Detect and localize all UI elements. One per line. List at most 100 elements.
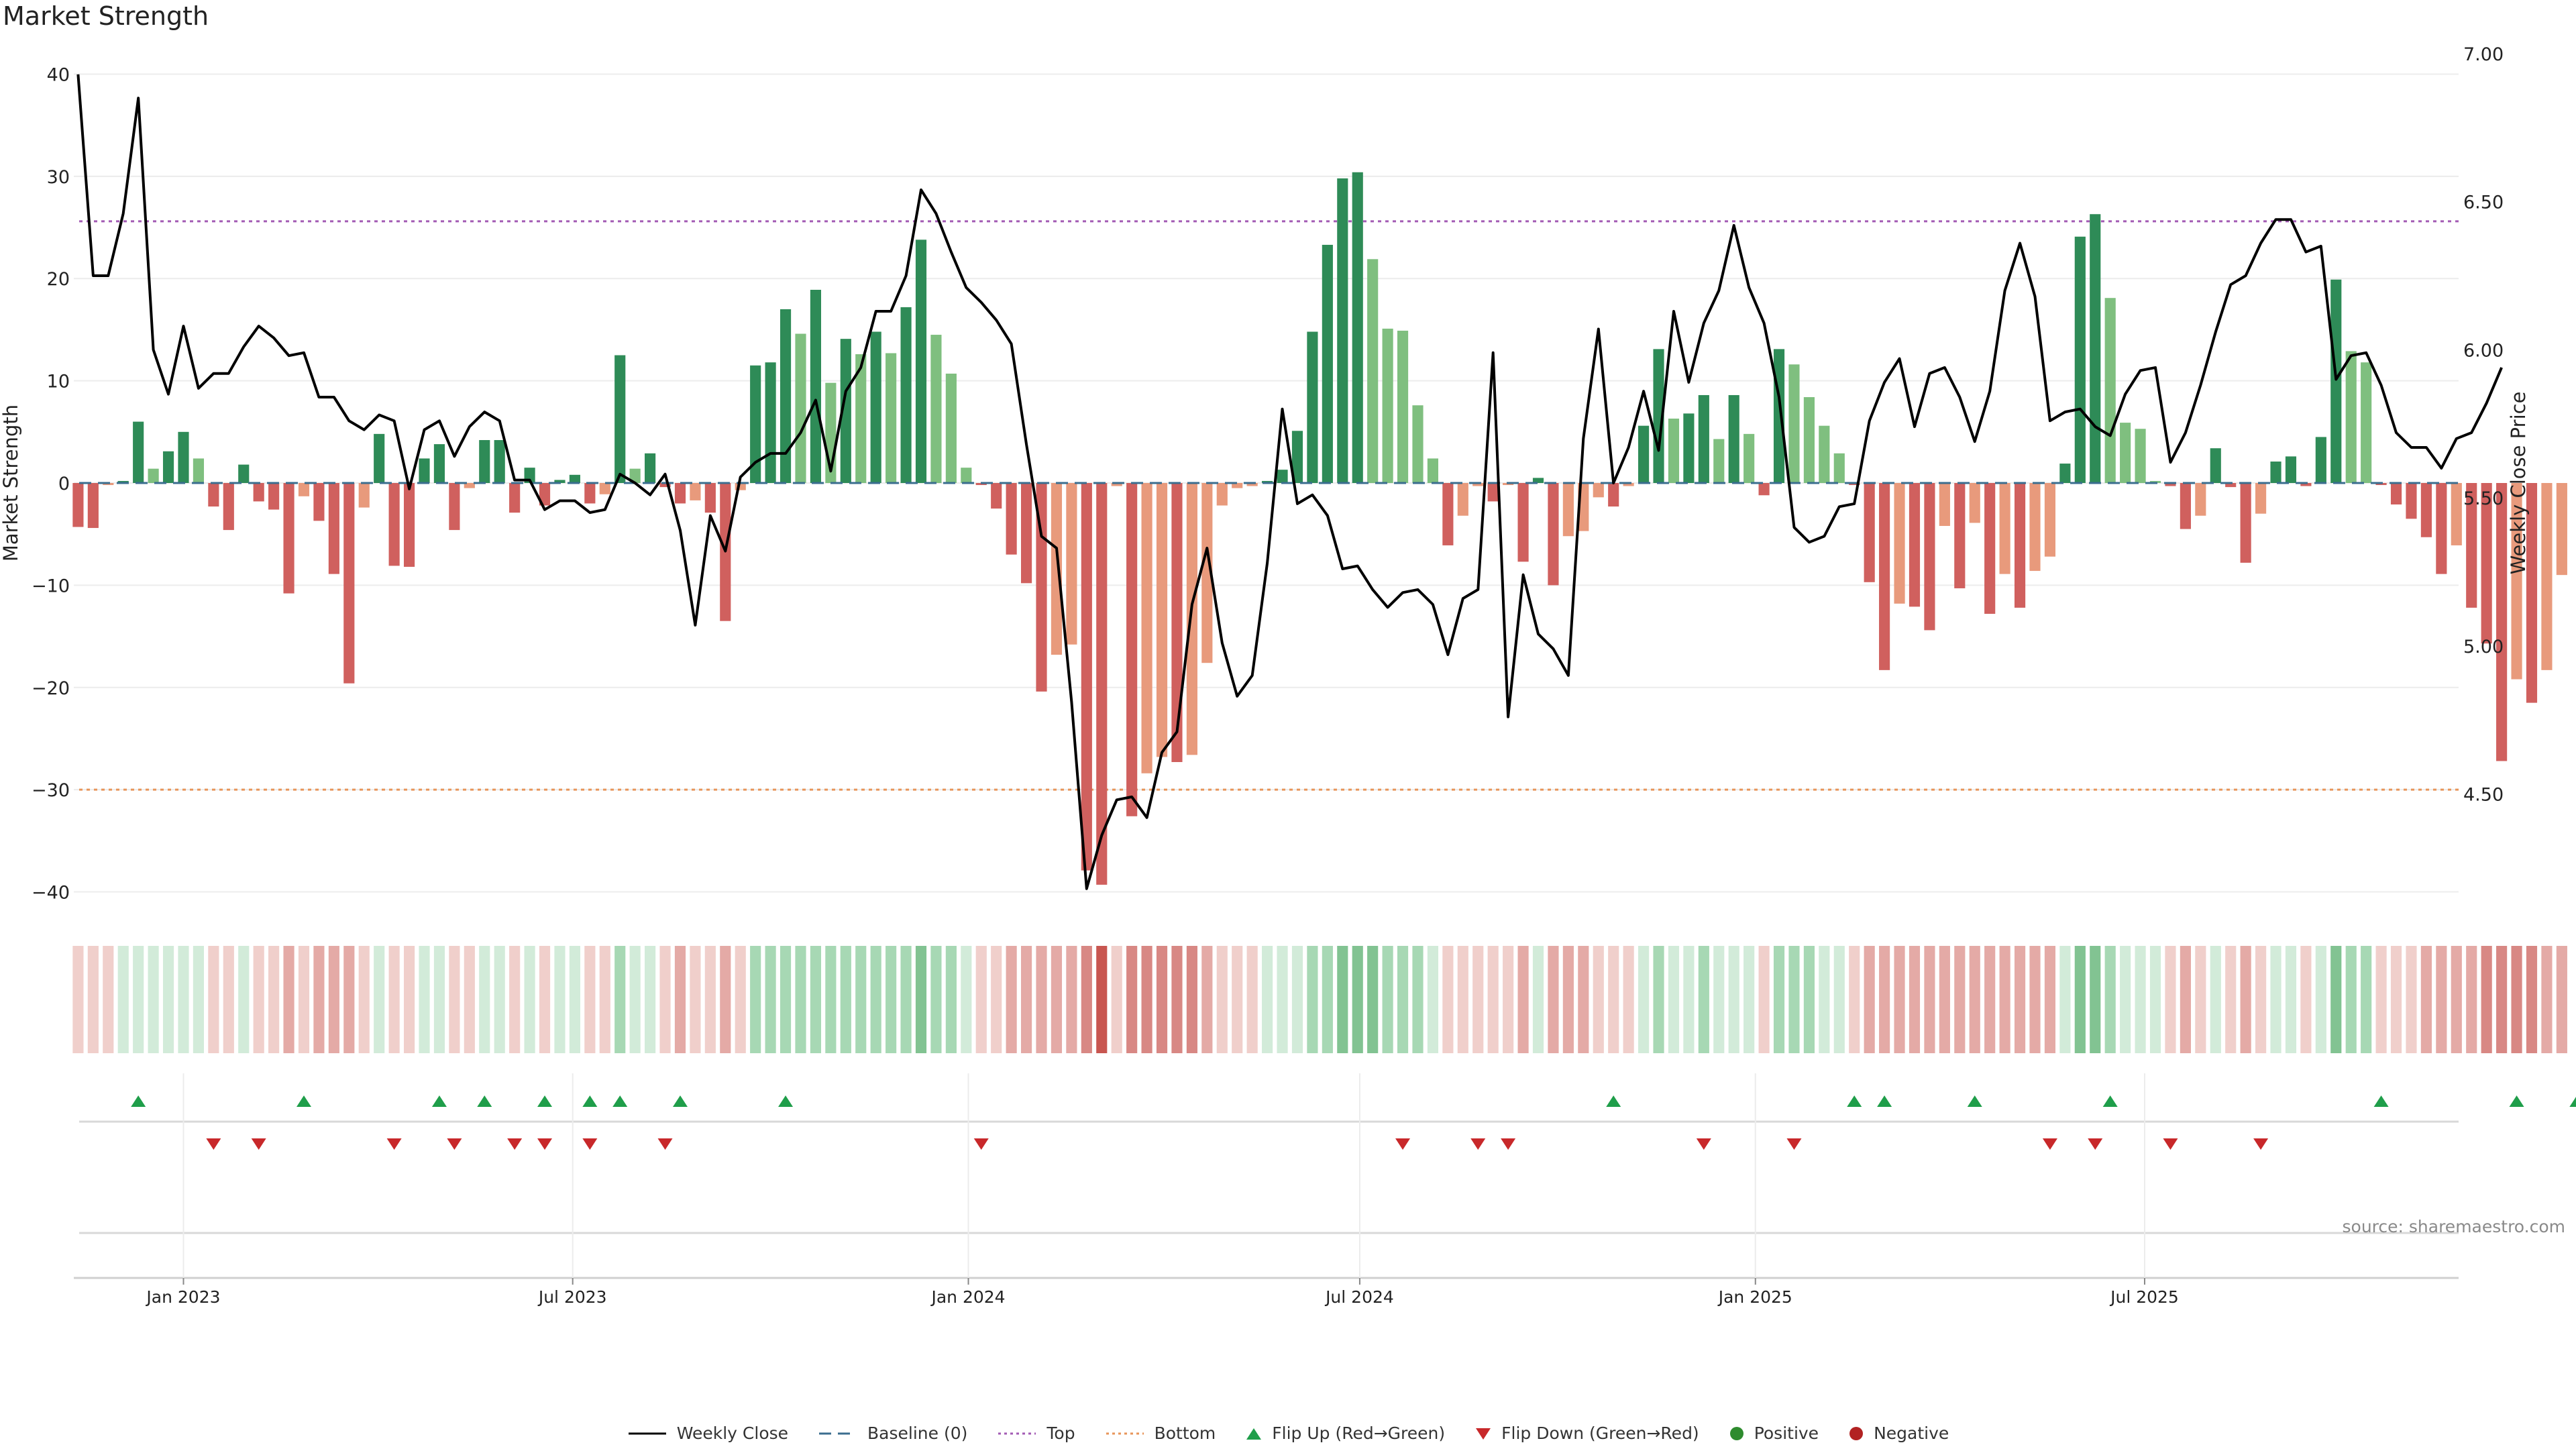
strength-bar (1367, 259, 1379, 483)
heat-cell (2466, 946, 2477, 1053)
triangle-up-icon (1246, 1428, 1262, 1440)
heat-cell (795, 946, 806, 1053)
heat-cell (87, 946, 99, 1053)
strength-bar (870, 331, 881, 483)
heat-cell (1969, 946, 1980, 1053)
heat-cell (2044, 946, 2056, 1053)
strength-bar (1096, 483, 1108, 885)
x-tick-label: Jul 2025 (2109, 1287, 2179, 1307)
strength-bar (674, 483, 686, 504)
flip-up-marker (537, 1095, 553, 1107)
strength-bar (2511, 483, 2522, 680)
heat-cell (133, 946, 144, 1053)
heat-cell (1262, 946, 1273, 1053)
strength-bar (313, 483, 325, 521)
y2-tick-label: 7.00 (2463, 44, 2504, 65)
strength-bar (1864, 483, 1875, 582)
heat-cell (1503, 946, 1514, 1053)
y2-tick-label: 4.50 (2463, 784, 2504, 805)
strength-bar (223, 483, 234, 531)
heat-cell (1051, 946, 1063, 1053)
source-label: source: sharemaestro.com (2342, 1217, 2566, 1236)
strength-bar (704, 483, 716, 513)
strength-bar (1427, 458, 1439, 483)
heat-cell (750, 946, 761, 1053)
strength-bar (1111, 483, 1122, 486)
heat-cell (1653, 946, 1664, 1053)
price-layer (76, 74, 2503, 890)
heat-cell (2285, 946, 2297, 1053)
heat-cell (1307, 946, 1318, 1053)
heat-cell (1487, 946, 1499, 1053)
strength-bar (268, 483, 280, 510)
strength-bar (298, 483, 310, 496)
legend-negative: Negative (1848, 1424, 1949, 1443)
heat-cell (1668, 946, 1680, 1053)
heat-cell (1743, 946, 1755, 1053)
strength-bar (1608, 483, 1619, 507)
strength-bar (1743, 433, 1755, 483)
strength-bar (2300, 483, 2312, 486)
legend-top-label: Top (1046, 1424, 1075, 1443)
solid-line-icon (628, 1432, 666, 1434)
heat-cell (1562, 946, 1574, 1053)
strength-bar (1503, 483, 1514, 486)
heat-cell (599, 946, 610, 1053)
strength-bar (885, 353, 897, 483)
y-tick-label: −10 (32, 576, 70, 596)
strength-bar (2240, 483, 2251, 563)
heat-cell (1728, 946, 1739, 1053)
strength-bar (1232, 483, 1243, 488)
y-tick-label: −20 (32, 678, 70, 699)
triangle-down-icon (1476, 1428, 1491, 1440)
strength-bar (945, 373, 957, 483)
strength-bar (1638, 425, 1650, 483)
heat-cell (2406, 946, 2417, 1053)
strength-bar (1999, 483, 2010, 574)
heat-cell (253, 946, 264, 1053)
flip-up-marker (2509, 1095, 2524, 1107)
strength-bar (2496, 483, 2508, 761)
heat-cell (1548, 946, 1559, 1053)
heat-cell (2345, 946, 2357, 1053)
strength-bar (1562, 483, 1574, 537)
strength-bar (795, 333, 806, 483)
heat-cell (72, 946, 84, 1053)
heat-cell (945, 946, 957, 1053)
heat-cell (2481, 946, 2492, 1053)
strength-bar (554, 480, 566, 483)
heat-cell (1156, 946, 1168, 1053)
strength-bar (750, 365, 761, 483)
axis-layer: 40 30 20 10 0 −10 −20 −30 −40 7.00 6.50 6.00 5.50 5.0… (32, 44, 2504, 904)
flip-down-marker (973, 1138, 989, 1150)
strength-bar (1337, 178, 1348, 483)
strength-bar (1442, 483, 1454, 545)
flip-down-marker (2163, 1138, 2178, 1150)
legend-bottom-label: Bottom (1154, 1424, 1216, 1443)
x-tick-label: Jul 2023 (537, 1287, 607, 1307)
strength-bar (1156, 483, 1168, 757)
heat-cell (1126, 946, 1138, 1053)
strength-bar (1126, 483, 1138, 816)
flip-up-marker (1967, 1095, 1982, 1107)
strength-bar (1683, 413, 1695, 483)
strength-bar (117, 480, 129, 483)
heat-cell (1020, 946, 1032, 1053)
heat-cell (765, 946, 776, 1053)
heat-cell (1111, 946, 1122, 1053)
strength-bar (2044, 483, 2056, 557)
red-dot-icon (1849, 1426, 1864, 1440)
heat-cell (223, 946, 234, 1053)
strength-bar (1698, 394, 1709, 483)
strength-bar (840, 339, 851, 483)
strength-bar (2149, 480, 2161, 483)
heat-cell (1803, 946, 1815, 1053)
strength-bars (72, 172, 2567, 885)
heat-cell (2104, 946, 2116, 1053)
strength-bar (388, 483, 400, 566)
heat-cell (2165, 946, 2176, 1053)
strength-bar (72, 483, 84, 527)
flip-up-marker (296, 1095, 311, 1107)
heat-cell (1171, 946, 1183, 1053)
